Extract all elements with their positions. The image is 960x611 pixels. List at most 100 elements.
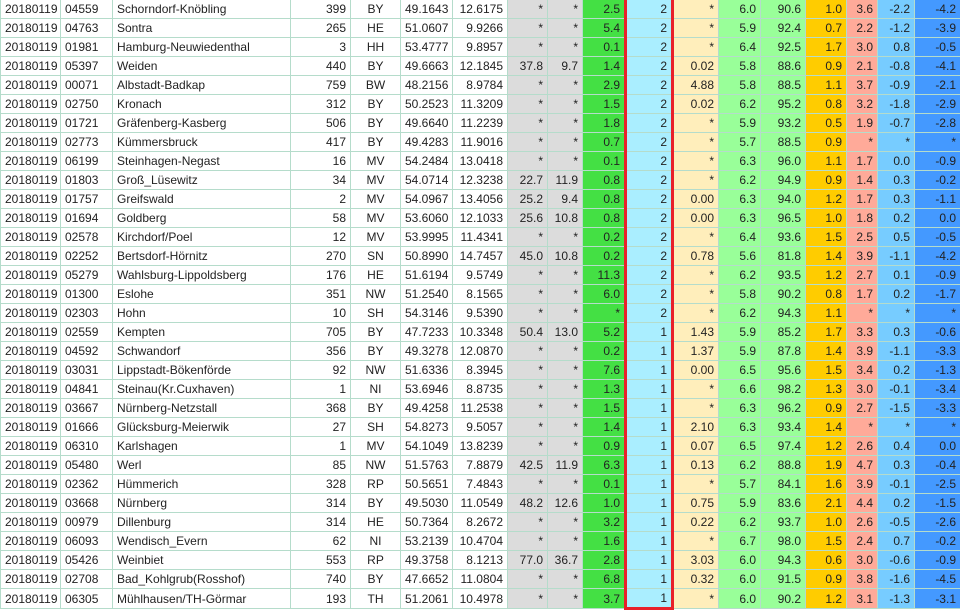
cell-date: 20180119 [0,208,61,228]
cell-longitude: 10.4704 [452,531,508,551]
cell-value-11: * [914,132,960,152]
table-row[interactable]: 20180119 05426 Weinbiet 553 RP 49.3758 8.1213 7… [0,550,960,570]
cell-value-9: 3.0 [846,379,878,399]
table-row[interactable]: 20180119 03668 Nürnberg 314 BY 49.5030 11.0549… [0,493,960,513]
cell-value-9: 3.3 [846,322,878,342]
cell-value-8: 1.1 [805,303,847,323]
table-row[interactable]: 20180119 02303 Hohn 10 SH 54.3146 9.5390 * * * 2 * 6… [0,303,960,323]
cell-value-5: * [672,18,719,38]
cell-elevation: 10 [290,303,351,323]
cell-value-4-highlighted: 2 [624,303,674,323]
cell-value-3: 6.0 [582,284,626,304]
table-row[interactable]: 20180119 01300 Eslohe 351 NW 51.2540 8.1565 * * 6… [0,284,960,304]
cell-value-10: -2.2 [877,0,915,19]
table-row[interactable]: 20180119 00071 Albstadt-Badkap 759 BW 48.2156… [0,75,960,95]
cell-value-2: 11.9 [547,170,583,190]
cell-value-5: * [672,0,719,19]
cell-elevation: 356 [290,341,351,361]
table-row[interactable]: 20180119 01694 Goldberg 58 MV 53.6060 12.1033 2… [0,208,960,228]
cell-value-1: * [507,284,548,304]
cell-value-3: 0.1 [582,37,626,57]
cell-state: BW [350,75,401,95]
table-row[interactable]: 20180119 02362 Hümmerich 328 RP 50.5651 7.4843… [0,474,960,494]
table-row[interactable]: 20180119 06093 Wendisch_Evern 62 NI 53.2139 10… [0,531,960,551]
cell-elevation: 16 [290,151,351,171]
cell-value-3: 6.3 [582,455,626,475]
cell-date: 20180119 [0,189,61,209]
cell-value-11: 0.0 [914,208,960,228]
cell-station-name: Dillenburg [112,512,291,532]
cell-value-6: 5.9 [718,113,761,133]
table-row[interactable]: 20180119 04592 Schwandorf 356 BY 49.3278 12.08… [0,341,960,361]
cell-value-3: 0.2 [582,341,626,361]
cell-value-10: 0.2 [877,284,915,304]
table-row[interactable]: 20180119 02708 Bad_Kohlgrub(Rosshof) 740 BY 4… [0,569,960,589]
cell-value-10: 0.0 [877,151,915,171]
cell-value-4-highlighted: 1 [624,341,674,361]
cell-value-3: 3.7 [582,588,626,609]
cell-elevation: 1 [290,436,351,456]
cell-elevation: 506 [290,113,351,133]
cell-value-11: -4.2 [914,0,960,19]
cell-date: 20180119 [0,75,61,95]
table-row[interactable]: 20180119 01721 Gräfenberg-Kasberg 506 BY 49.6… [0,113,960,133]
table-row[interactable]: 20180119 02252 Bertsdorf-Hörnitz 270 SN 50.89… [0,246,960,266]
cell-station-name: Mühlhausen/TH-Görmar [112,588,291,609]
cell-elevation: 759 [290,75,351,95]
cell-date: 20180119 [0,94,61,114]
cell-value-3: * [582,303,626,323]
cell-value-1: * [507,0,548,19]
cell-value-7: 93.2 [760,113,806,133]
cell-value-11: -1.5 [914,493,960,513]
cell-value-3: 11.3 [582,265,626,285]
cell-value-1: 42.5 [507,455,548,475]
cell-value-4-highlighted: 2 [624,265,674,285]
cell-longitude: 12.1845 [452,56,508,76]
cell-value-3: 3.2 [582,512,626,532]
table-row[interactable]: 20180119 06199 Steinhagen-Negast 16 MV 54.248… [0,151,960,171]
cell-station-name: Bertsdorf-Hörnitz [112,246,291,266]
table-row[interactable]: 20180119 04841 Steinau(Kr.Cuxhaven) 1 NI 53.6… [0,379,960,399]
cell-value-3: 6.8 [582,569,626,589]
cell-state: BY [350,0,401,19]
table-row[interactable]: 20180119 06310 Karlshagen 1 MV 54.1049 13.8239… [0,436,960,456]
cell-value-9: 1.8 [846,208,878,228]
table-row[interactable]: 20180119 04559 Schorndorf-Knöbling 399 BY 49.… [0,0,960,19]
cell-value-5: * [672,170,719,190]
cell-value-3: 0.1 [582,474,626,494]
cell-value-6: 6.3 [718,417,761,437]
cell-state: BY [350,341,401,361]
table-row[interactable]: 20180119 01803 Groß_Lüsewitz 34 MV 54.0714 12.… [0,170,960,190]
cell-value-3: 2.9 [582,75,626,95]
cell-date: 20180119 [0,436,61,456]
cell-station-name: Werl [112,455,291,475]
cell-state: BY [350,322,401,342]
cell-value-2: * [547,379,583,399]
table-row[interactable]: 20180119 02578 Kirchdorf/Poel 12 MV 53.9995 11… [0,227,960,247]
table-row[interactable]: 20180119 02559 Kempten 705 BY 47.7233 10.3348 5… [0,322,960,342]
table-row[interactable]: 20180119 04763 Sontra 265 HE 51.0607 9.9266 * * 5… [0,18,960,38]
cell-value-5: * [672,303,719,323]
table-row[interactable]: 20180119 01981 Hamburg-Neuwiedenthal 3 HH 53.… [0,37,960,57]
table-row[interactable]: 20180119 03667 Nürnberg-Netzstall 368 BY 49.4… [0,398,960,418]
table-row[interactable]: 20180119 05279 Wahlsburg-Lippoldsberg 176 HE… [0,265,960,285]
cell-value-4-highlighted: 2 [624,18,674,38]
cell-state: RP [350,550,401,570]
table-row[interactable]: 20180119 01757 Greifswald 2 MV 54.0967 13.4056… [0,189,960,209]
table-row[interactable]: 20180119 01666 Glücksburg-Meierwik 27 SH 54.8… [0,417,960,437]
cell-value-3: 2.5 [582,0,626,19]
cell-value-11: -0.5 [914,37,960,57]
table-row[interactable]: 20180119 02773 Kümmersbruck 417 BY 49.4283 11.… [0,132,960,152]
table-row[interactable]: 20180119 05397 Weiden 440 BY 49.6663 12.1845 37… [0,56,960,76]
table-row[interactable]: 20180119 02750 Kronach 312 BY 50.2523 11.3209 *… [0,94,960,114]
table-row[interactable]: 20180119 05480 Werl 85 NW 51.5763 7.8879 42.5 11… [0,455,960,475]
table-row[interactable]: 20180119 00979 Dillenburg 314 HE 50.7364 8.267… [0,512,960,532]
table-row[interactable]: 20180119 06305 Mühlhausen/TH-Görmar 193 TH 51… [0,588,960,610]
cell-latitude: 47.7233 [400,322,453,342]
cell-longitude: 9.5749 [452,265,508,285]
cell-station-id: 04763 [60,18,113,38]
cell-longitude: 12.1033 [452,208,508,228]
cell-value-4-highlighted: 2 [624,75,674,95]
table-row[interactable]: 20180119 03031 Lippstadt-Bökenförde 92 NW 51.… [0,360,960,380]
cell-value-7: 87.8 [760,341,806,361]
